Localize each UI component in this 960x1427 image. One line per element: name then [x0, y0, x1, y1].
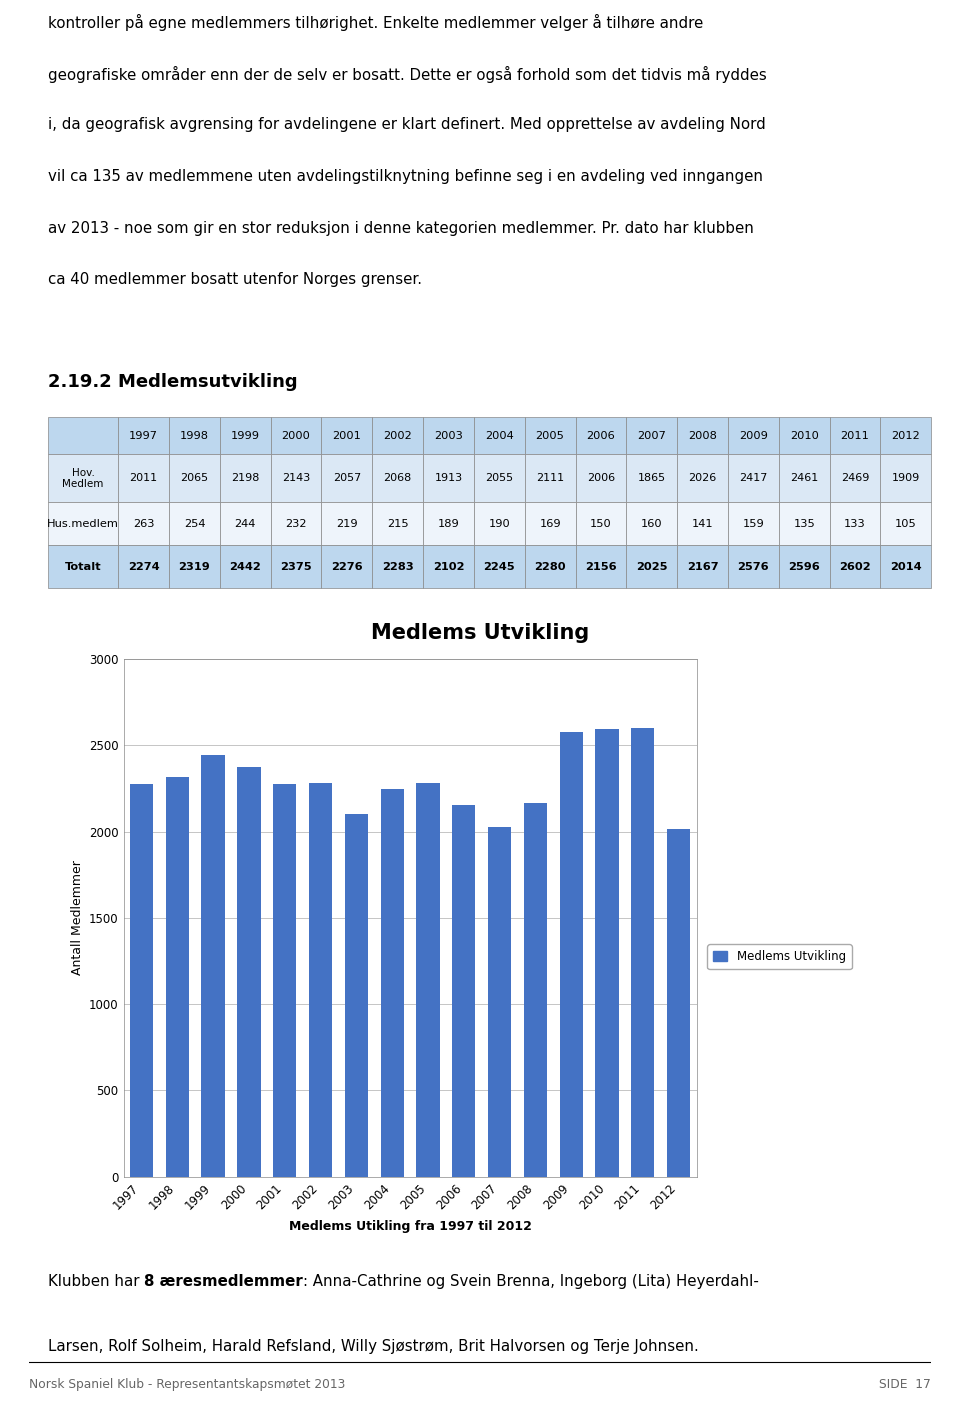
- Bar: [667, 829, 690, 1177]
- Bar: [632, 728, 655, 1177]
- Text: vil ca 135 av medlemmene uten avdelingstilknytning befinne seg i en avdeling ved: vil ca 135 av medlemmene uten avdelingst…: [48, 168, 763, 184]
- Bar: [166, 776, 189, 1177]
- Text: av 2013 - noe som gir en stor reduksjon i denne kategorien medlemmer. Pr. dato h: av 2013 - noe som gir en stor reduksjon …: [48, 221, 754, 235]
- Bar: [273, 783, 297, 1177]
- Text: kontroller på egne medlemmers tilhørighet. Enkelte medlemmer velger å tilhøre an: kontroller på egne medlemmers tilhørighe…: [48, 14, 704, 31]
- Bar: [524, 803, 547, 1177]
- Text: Larsen, Rolf Solheim, Harald Refsland, Willy Sjøstrøm, Brit Halvorsen og Terje J: Larsen, Rolf Solheim, Harald Refsland, W…: [48, 1339, 699, 1354]
- Bar: [345, 813, 368, 1177]
- Legend: Medlems Utvikling: Medlems Utvikling: [708, 945, 852, 969]
- Text: : Anna-Cathrine og Svein Brenna, Ingeborg (Lita) Heyerdahl-: : Anna-Cathrine og Svein Brenna, Ingebor…: [303, 1274, 758, 1289]
- Text: i, da geografisk avgrensing for avdelingene er klart definert. Med opprettelse a: i, da geografisk avgrensing for avdeling…: [48, 117, 766, 133]
- Text: geografiske områder enn der de selv er bosatt. Dette er også forhold som det tid: geografiske områder enn der de selv er b…: [48, 66, 767, 83]
- Text: 2.19.2 Medlemsutvikling: 2.19.2 Medlemsutvikling: [48, 372, 298, 391]
- Text: 8 æresmedlemmer: 8 æresmedlemmer: [144, 1274, 303, 1289]
- Bar: [309, 783, 332, 1177]
- Y-axis label: Antall Medlemmer: Antall Medlemmer: [70, 860, 84, 975]
- Bar: [488, 828, 512, 1177]
- Bar: [237, 766, 260, 1177]
- Bar: [380, 789, 404, 1177]
- Bar: [452, 805, 475, 1177]
- Text: ca 40 medlemmer bosatt utenfor Norges grenser.: ca 40 medlemmer bosatt utenfor Norges gr…: [48, 273, 422, 287]
- Bar: [202, 755, 225, 1177]
- Bar: [130, 785, 153, 1177]
- Text: Klubben har: Klubben har: [48, 1274, 144, 1289]
- Bar: [595, 729, 618, 1177]
- Text: Medlems Utvikling: Medlems Utvikling: [371, 622, 589, 642]
- Text: SIDE  17: SIDE 17: [879, 1378, 931, 1391]
- Bar: [417, 783, 440, 1177]
- X-axis label: Medlems Utikling fra 1997 til 2012: Medlems Utikling fra 1997 til 2012: [289, 1220, 532, 1233]
- Bar: [560, 732, 583, 1177]
- Text: Norsk Spaniel Klub - Representantskapsmøtet 2013: Norsk Spaniel Klub - Representantskapsmø…: [29, 1378, 346, 1391]
